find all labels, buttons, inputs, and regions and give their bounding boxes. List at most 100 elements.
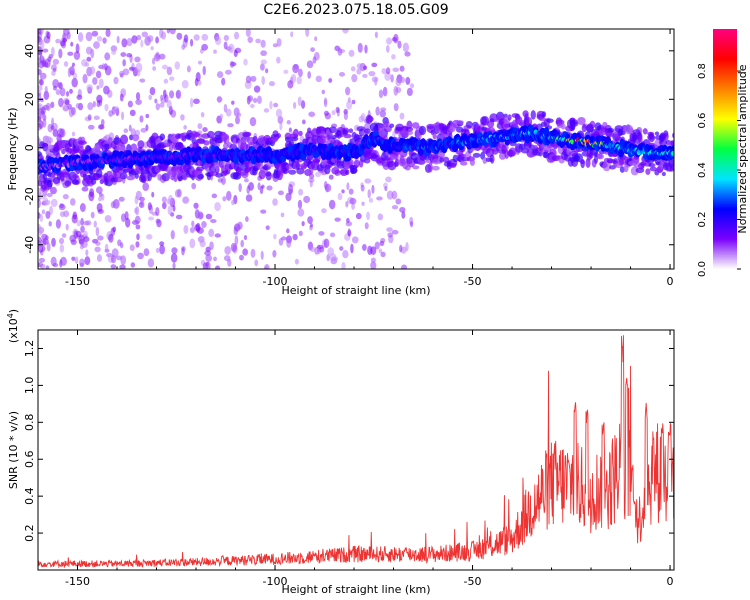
heatmap-cell — [57, 128, 65, 138]
heatmap-cell — [314, 36, 318, 42]
heatmap-cell — [177, 142, 183, 149]
heatmap-cell — [89, 66, 96, 75]
heatmap-cell — [189, 227, 195, 234]
heatmap-cell — [530, 110, 536, 120]
heatmap-cell — [348, 49, 355, 57]
heatmap-cell — [302, 119, 306, 125]
heatmap-cell — [401, 211, 406, 219]
heatmap-cell — [254, 259, 259, 267]
heatmap-cell — [61, 171, 70, 178]
heatmap-cell — [195, 71, 201, 82]
heatmap-cell — [399, 112, 405, 120]
heatmap-cell — [38, 120, 44, 129]
heatmap-cell — [288, 127, 293, 133]
heatmap-cell — [209, 164, 216, 174]
heatmap-cell — [182, 196, 190, 204]
heatmap-cell — [71, 62, 75, 67]
heatmap-cell — [560, 123, 566, 130]
heatmap-cell — [394, 158, 400, 167]
y-tick-label: 0.4 — [23, 487, 36, 505]
heatmap-cell — [85, 46, 93, 55]
heatmap-cell — [389, 123, 395, 128]
heatmap-cell — [38, 257, 46, 263]
heatmap-cell — [290, 136, 299, 142]
y-tick-label: -40 — [23, 236, 36, 254]
heatmap-cell — [130, 128, 136, 136]
heatmap-cell — [581, 124, 587, 133]
heatmap-cell — [135, 62, 143, 73]
heatmap-cell — [405, 126, 414, 132]
heatmap-cell — [308, 178, 315, 183]
heatmap-cell — [211, 193, 218, 199]
heatmap-cell — [276, 133, 282, 139]
heatmap-cell — [111, 248, 119, 258]
heatmap-cell — [331, 256, 339, 262]
heatmap-cell — [104, 65, 112, 76]
heatmap-cell — [382, 86, 388, 97]
heatmap-cell — [71, 77, 78, 88]
heatmap-cell — [141, 31, 149, 38]
heatmap-cell — [596, 153, 604, 160]
heatmap-cell — [259, 63, 265, 71]
heatmap-cell — [524, 133, 531, 144]
heatmap-cell — [390, 74, 394, 83]
heatmap-cell — [135, 99, 142, 106]
heatmap-cell — [151, 57, 156, 65]
heatmap-cell — [51, 237, 56, 247]
heatmap-cell — [58, 139, 64, 149]
heatmap-cell — [58, 48, 63, 59]
heatmap-cell — [361, 201, 365, 206]
heatmap-cell — [431, 165, 440, 171]
heatmap-cell — [200, 112, 205, 118]
heatmap-cell — [356, 68, 362, 75]
heatmap-cell — [127, 100, 133, 108]
heatmap-cell — [264, 266, 269, 269]
heatmap-cell — [43, 90, 50, 100]
heatmap-cell — [418, 125, 427, 136]
heatmap-cell — [168, 142, 173, 153]
heatmap-cell — [120, 213, 127, 223]
heatmap-cell — [120, 111, 125, 121]
heatmap-cell — [607, 127, 615, 133]
heatmap-cell — [183, 224, 189, 234]
heatmap-cell — [175, 214, 183, 220]
heatmap-cell — [85, 220, 92, 226]
heatmap-cell — [214, 233, 221, 238]
heatmap-cell — [159, 244, 165, 255]
heatmap-cell — [249, 141, 254, 146]
heatmap-cell — [198, 212, 204, 220]
heatmap-cell — [343, 111, 348, 121]
heatmap-cell — [137, 140, 145, 149]
heatmap-cell — [378, 248, 383, 254]
heatmap-cell — [77, 32, 84, 42]
heatmap-cell — [401, 264, 408, 269]
heatmap-cell — [214, 162, 220, 170]
snr-y-multiplier-close: ) — [7, 309, 20, 313]
heatmap-cell — [203, 140, 210, 146]
heatmap-cell — [205, 254, 212, 262]
heatmap-cell — [439, 157, 444, 163]
heatmap-cell — [288, 169, 297, 175]
heatmap-cell — [272, 198, 278, 206]
heatmap-cell — [97, 124, 105, 130]
heatmap-cell — [244, 178, 249, 183]
heatmap-cell — [292, 101, 297, 109]
heatmap-cell — [404, 51, 411, 57]
heatmap-cell — [40, 106, 46, 115]
heatmap-cell — [91, 30, 99, 37]
heatmap-cell — [152, 66, 156, 71]
heatmap-cell — [162, 202, 167, 210]
heatmap-cell — [574, 153, 583, 163]
heatmap-cell — [307, 216, 313, 225]
heatmap-cell — [538, 117, 547, 122]
heatmap-cell — [546, 118, 554, 123]
heatmap-cell — [249, 116, 257, 127]
heatmap-cell — [339, 246, 344, 251]
heatmap-cell — [255, 38, 261, 44]
heatmap-cell — [134, 207, 138, 214]
heatmap-cell — [209, 241, 214, 251]
heatmap-cell — [140, 127, 148, 133]
heatmap-cell — [366, 115, 374, 123]
heatmap-cell — [155, 103, 160, 111]
heatmap-cell — [452, 154, 459, 163]
